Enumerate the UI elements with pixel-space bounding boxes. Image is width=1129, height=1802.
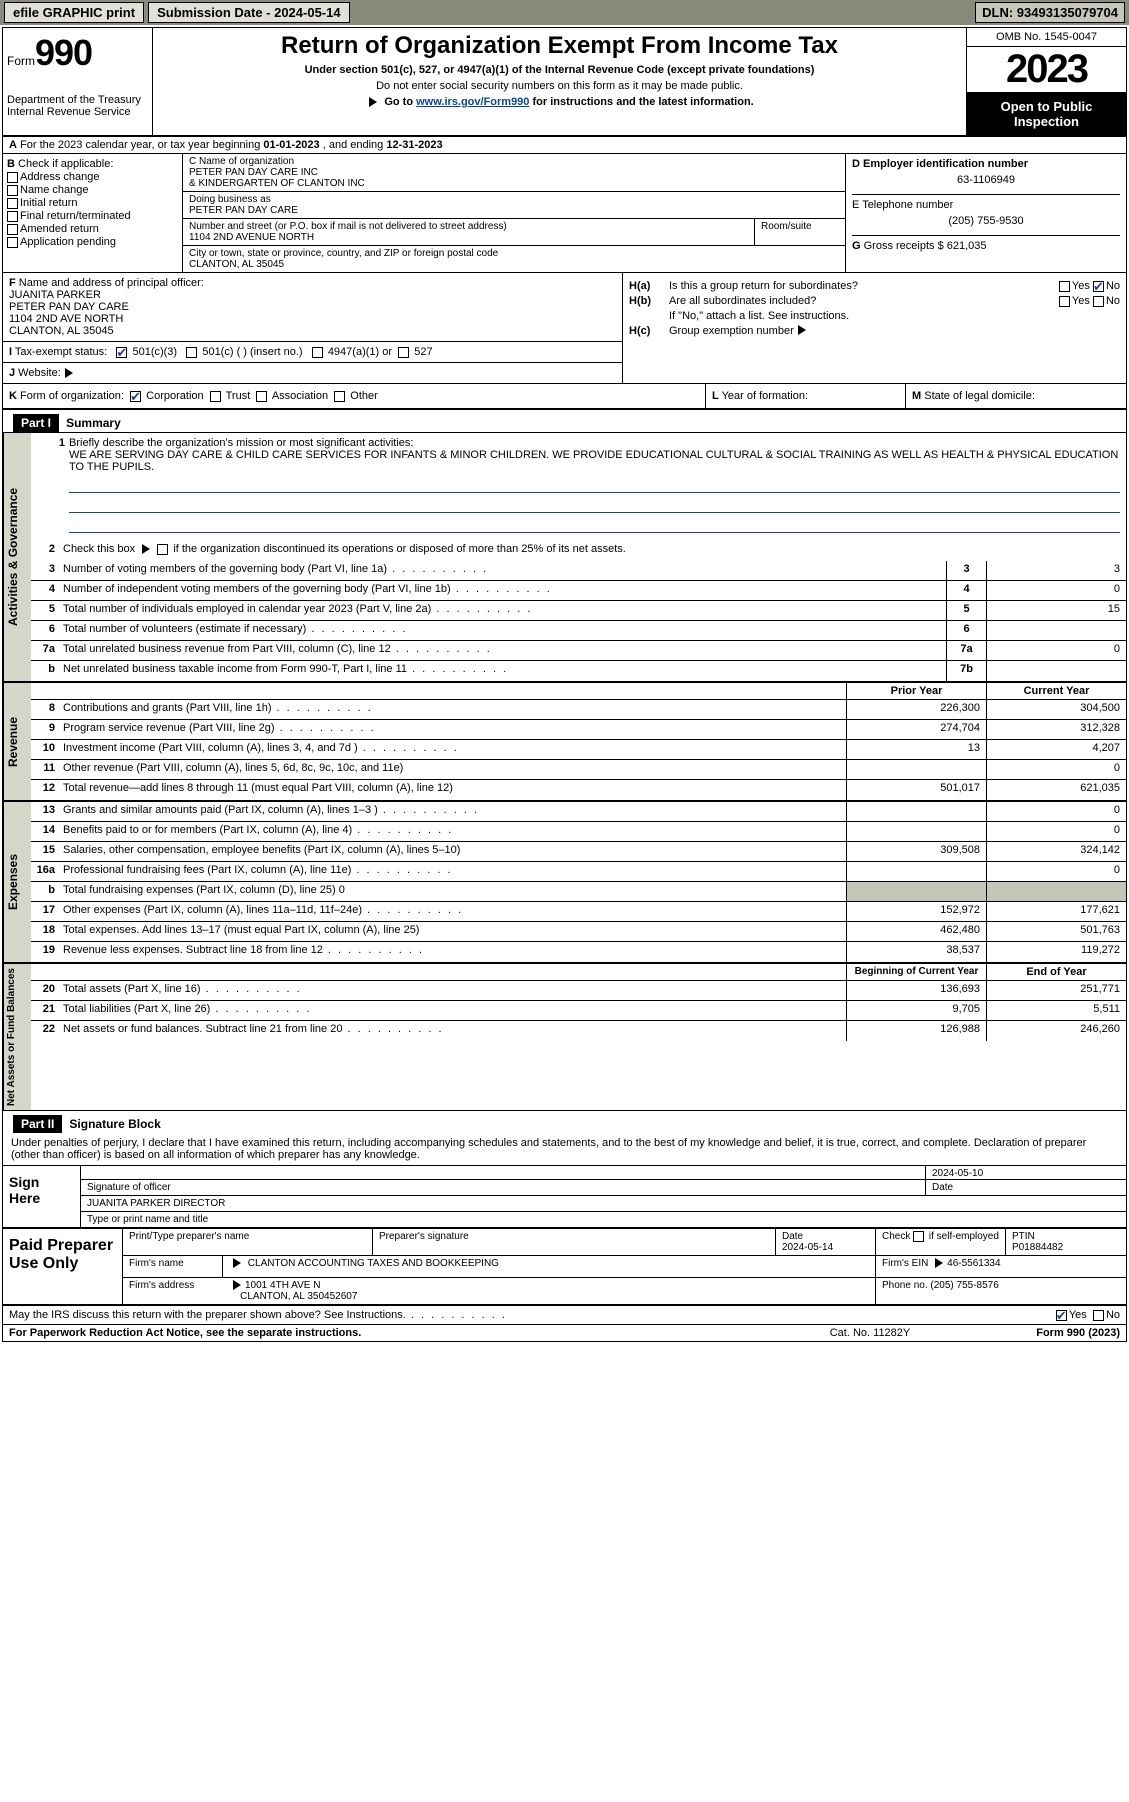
- line7b-val: [986, 661, 1126, 681]
- telephone: (205) 755-9530: [852, 215, 1120, 227]
- chk-501c3[interactable]: [116, 347, 127, 358]
- dba-row: Doing business as PETER PAN DAY CARE: [183, 192, 845, 219]
- chk-app-pending[interactable]: [7, 237, 18, 248]
- chk-527[interactable]: [398, 347, 409, 358]
- row-klm: K Form of organization: Corporation Trus…: [3, 384, 1126, 410]
- side-label-governance: Activities & Governance: [3, 433, 31, 681]
- part-1-header: Part I Summary: [3, 410, 1126, 432]
- irs-label: Internal Revenue Service: [7, 106, 148, 118]
- chk-4947[interactable]: [312, 347, 323, 358]
- gross-receipts: 621,035: [947, 240, 987, 252]
- chk-ha-no[interactable]: [1093, 281, 1104, 292]
- discuss-row: May the IRS discuss this return with the…: [3, 1306, 1126, 1325]
- submission-date: Submission Date - 2024-05-14: [148, 2, 350, 23]
- line6-val: [986, 621, 1126, 640]
- chk-self-employed[interactable]: [913, 1231, 924, 1242]
- dept-treasury: Department of the Treasury: [7, 94, 148, 106]
- firm-name: CLANTON ACCOUNTING TAXES AND BOOKKEEPING: [248, 1258, 499, 1269]
- irs-link[interactable]: www.irs.gov/Form990: [416, 96, 529, 108]
- subtitle-2: Do not enter social security numbers on …: [161, 80, 958, 92]
- chk-address-change[interactable]: [7, 172, 18, 183]
- arrow-icon: [798, 325, 806, 335]
- block-h-group: H(a)Is this a group return for subordina…: [623, 273, 1126, 383]
- chk-other[interactable]: [334, 391, 345, 402]
- line4-val: 0: [986, 581, 1126, 600]
- firm-ein: 46-5561334: [947, 1258, 1000, 1269]
- tax-year: 2023: [967, 47, 1126, 93]
- city-row: City or town, state or province, country…: [183, 246, 845, 272]
- subtitle-3: Go to www.irs.gov/Form990 for instructio…: [161, 96, 958, 108]
- arrow-icon: [142, 544, 150, 554]
- section-revenue: Revenue Prior YearCurrent Year 8Contribu…: [3, 682, 1126, 801]
- dln-label: DLN: 93493135079704: [975, 2, 1125, 23]
- form-word: Form: [7, 54, 35, 68]
- tax-exempt-status: I Tax-exempt status: 501(c)(3) 501(c) ( …: [3, 342, 622, 363]
- efile-print-button[interactable]: efile GRAPHIC print: [4, 2, 144, 23]
- chk-assoc[interactable]: [256, 391, 267, 402]
- officer-name: JUANITA PARKER DIRECTOR: [81, 1196, 1126, 1211]
- paid-preparer-block: Paid Preparer Use Only Print/Type prepar…: [3, 1229, 1126, 1306]
- website-row: J Website:: [3, 363, 622, 383]
- chk-discontinued[interactable]: [157, 544, 168, 555]
- year-block: OMB No. 1545-0047 2023 Open to Public In…: [966, 28, 1126, 135]
- side-label-revenue: Revenue: [3, 683, 31, 800]
- chk-discuss-yes[interactable]: [1056, 1310, 1067, 1321]
- chk-initial-return[interactable]: [7, 198, 18, 209]
- side-label-expenses: Expenses: [3, 802, 31, 962]
- footer: For Paperwork Reduction Act Notice, see …: [3, 1325, 1126, 1341]
- chk-discuss-no[interactable]: [1093, 1310, 1104, 1321]
- arrow-icon: [935, 1258, 943, 1268]
- form-title-block: Return of Organization Exempt From Incom…: [153, 28, 966, 135]
- chk-hb-no[interactable]: [1093, 296, 1104, 307]
- principal-officer: F Name and address of principal officer:…: [3, 273, 622, 342]
- section-net-assets: Net Assets or Fund Balances Beginning of…: [3, 963, 1126, 1111]
- top-bar: efile GRAPHIC print Submission Date - 20…: [0, 0, 1129, 25]
- section-expenses: Expenses 13Grants and similar amounts pa…: [3, 801, 1126, 963]
- block-bcd: B Check if applicable: Address change Na…: [3, 154, 1126, 273]
- mission-text: WE ARE SERVING DAY CARE & CHILD CARE SER…: [69, 449, 1120, 473]
- form-number-block: Form990 Department of the Treasury Inter…: [3, 28, 153, 135]
- arrow-icon: [233, 1280, 241, 1290]
- arrow-icon: [65, 368, 73, 378]
- part-2-header: Part II Signature Block: [3, 1111, 1126, 1133]
- chk-name-change[interactable]: [7, 185, 18, 196]
- open-to-public: Open to Public Inspection: [967, 93, 1126, 135]
- chk-corp[interactable]: [130, 391, 141, 402]
- signature-intro: Under penalties of perjury, I declare th…: [3, 1133, 1126, 1166]
- form-header: Form990 Department of the Treasury Inter…: [3, 28, 1126, 137]
- col-b-checkboxes: B Check if applicable: Address change Na…: [3, 154, 183, 272]
- line5-val: 15: [986, 601, 1126, 620]
- omb-number: OMB No. 1545-0047: [967, 28, 1126, 47]
- sig-date: 2024-05-10: [926, 1166, 1126, 1179]
- room-suite: Room/suite: [755, 219, 845, 245]
- ein-value: 63-1106949: [852, 174, 1120, 186]
- form-number: 990: [35, 32, 92, 73]
- section-governance: Activities & Governance 1 Briefly descri…: [3, 432, 1126, 682]
- chk-trust[interactable]: [210, 391, 221, 402]
- col-c-org-info: C Name of organization PETER PAN DAY CAR…: [183, 154, 846, 272]
- chk-501c[interactable]: [186, 347, 197, 358]
- row-a-tax-year: A For the 2023 calendar year, or tax yea…: [3, 137, 1126, 154]
- chk-ha-yes[interactable]: [1059, 281, 1070, 292]
- arrow-icon: [369, 97, 377, 107]
- side-label-net: Net Assets or Fund Balances: [3, 964, 31, 1110]
- block-fgh: F Name and address of principal officer:…: [3, 273, 1126, 384]
- ptin: P01884482: [1012, 1242, 1063, 1253]
- firm-phone: (205) 755-8576: [930, 1280, 998, 1291]
- form-title: Return of Organization Exempt From Incom…: [161, 32, 958, 60]
- line7a-val: 0: [986, 641, 1126, 660]
- org-name-row: C Name of organization PETER PAN DAY CAR…: [183, 154, 845, 192]
- line3-val: 3: [986, 561, 1126, 580]
- arrow-icon: [233, 1258, 241, 1268]
- sign-here-block: Sign Here 2024-05-10 Signature of office…: [3, 1166, 1126, 1229]
- subtitle-1: Under section 501(c), 527, or 4947(a)(1)…: [161, 64, 958, 76]
- street-address: Number and street (or P.O. box if mail i…: [183, 219, 755, 245]
- chk-hb-yes[interactable]: [1059, 296, 1070, 307]
- chk-final-return[interactable]: [7, 211, 18, 222]
- col-d-ein-tel: D Employer identification number 63-1106…: [846, 154, 1126, 272]
- chk-amended[interactable]: [7, 224, 18, 235]
- form-990-page: Form990 Department of the Treasury Inter…: [2, 27, 1127, 1342]
